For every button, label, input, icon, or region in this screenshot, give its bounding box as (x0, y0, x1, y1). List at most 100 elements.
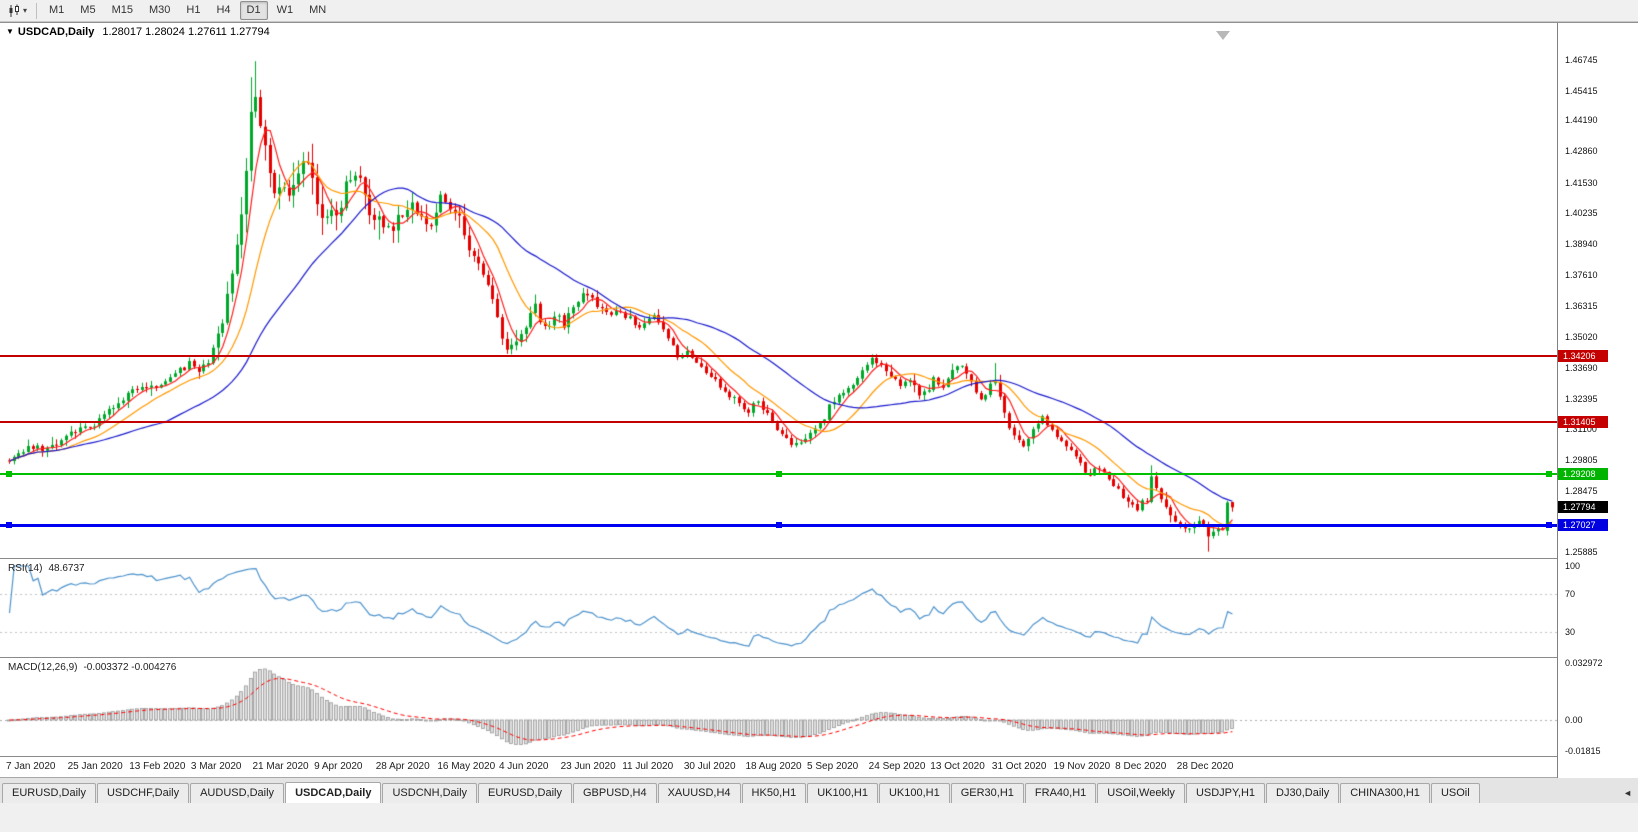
panel-separator[interactable] (0, 657, 1638, 658)
timeframe-button-m5[interactable]: M5 (80, 3, 96, 16)
chart-type-dropdown-caret-icon: ▾ (23, 5, 28, 15)
chart-tab-usoil[interactable]: USOil (1430, 783, 1480, 803)
price-scale-label: 1.32395 (1565, 393, 1598, 404)
price-tag-1.27794: 1.27794 (1558, 501, 1608, 514)
chart-tab-uk100-h1[interactable]: UK100,H1 (807, 783, 878, 803)
chart-tab-uk100-h1[interactable]: UK100,H1 (878, 783, 950, 803)
rsi-indicator-canvas[interactable] (0, 559, 1557, 657)
date-label: 13 Oct 2020 (930, 761, 985, 772)
date-axis[interactable]: 7 Jan 2020 25 Jan 2020 13 Feb 2020 3 Mar 20… (0, 759, 1557, 777)
chart-tab-china300-h1[interactable]: CHINA300,H1 (1340, 783, 1430, 803)
date-label: 9 Apr 2020 (314, 761, 363, 772)
price-scale-label: 1.36315 (1565, 301, 1598, 312)
line-handle[interactable] (6, 522, 12, 529)
panel-separator[interactable] (0, 558, 1638, 559)
chart-title: ▼ USDCAD,Daily 1.28017 1.28024 1.27611 1.2… (6, 26, 270, 38)
timeframe-button-h4[interactable]: H4 (216, 3, 231, 16)
date-label: 8 Dec 2020 (1115, 761, 1167, 772)
price-tag-1.27027: 1.27027 (1558, 519, 1608, 532)
date-label: 28 Dec 2020 (1176, 761, 1234, 772)
timeframe-button-m1[interactable]: M1 (49, 3, 65, 16)
price-chart-canvas[interactable] (0, 43, 1557, 558)
timeframe-button-mn[interactable]: MN (309, 3, 327, 16)
price-scale-label: 1.46745 (1565, 54, 1598, 65)
chart-tab-dj30-daily[interactable]: DJ30,Daily (1266, 783, 1340, 803)
price-scale-label: 1.38940 (1565, 239, 1598, 250)
date-label: 3 Mar 2020 (190, 761, 242, 772)
date-label: 4 Jun 2020 (498, 761, 549, 772)
date-label: 31 Oct 2020 (991, 761, 1047, 772)
macd-indicator-canvas[interactable] (0, 658, 1557, 756)
date-label: 13 Feb 2020 (129, 761, 186, 772)
chart-ohlc-values: 1.28017 1.28024 1.27611 1.27794 (102, 26, 270, 38)
chart-tab-usdjpy-h1[interactable]: USDJPY,H1 (1185, 783, 1266, 803)
chart-tab-fra40-h1[interactable]: FRA40,H1 (1024, 783, 1097, 803)
timeframe-button-m30[interactable]: M30 (148, 3, 171, 16)
chart-symbol-label: USDCAD,Daily (17, 26, 95, 38)
price-scale-label: 1.42860 (1565, 146, 1598, 157)
rsi-scale-label: 100 (1565, 561, 1581, 571)
date-label: 16 May 2020 (437, 761, 496, 772)
chart-tab-xauusd-h4[interactable]: XAUUSD,H4 (657, 783, 741, 803)
timeframe-group: M1 M5 M15 M30 H1 H4 D1 W1 MN (42, 0, 333, 21)
timeframe-button-d1[interactable]: D1 (239, 0, 268, 21)
date-label: 28 Apr 2020 (375, 761, 430, 772)
line-handle[interactable] (776, 522, 782, 529)
chart-window[interactable]: ▼ USDCAD,Daily 1.28017 1.28024 1.27611 1.2… (0, 22, 1638, 778)
rsi-scale-label: 70 (1565, 589, 1576, 600)
price-scale[interactable]: 1.46745 1.45415 1.44190 1.42860 1.41530 1.402… (1557, 23, 1638, 778)
top-toolbar: ▾ M1 M5 M15 M30 H1 H4 D1 W1 MN (0, 0, 1638, 22)
date-label: 21 Mar 2020 (252, 761, 309, 772)
date-label: 18 Aug 2020 (745, 761, 802, 772)
date-label: 7 Jan 2020 (6, 761, 56, 772)
horizontal-line-1.31405[interactable] (0, 421, 1557, 424)
macd-scale-label: 0.032972 (1565, 658, 1603, 669)
chart-tabs-bar: EURUSD,Daily USDCHF,Daily AUDUSD,Daily USDC… (0, 777, 1638, 803)
chart-tab-ger30-h1[interactable]: GER30,H1 (950, 783, 1024, 803)
chart-shift-marker[interactable] (1216, 31, 1230, 40)
rsi-value: 48.6737 (48, 563, 85, 574)
price-scale-label: 1.45415 (1565, 86, 1598, 97)
panel-separator[interactable] (0, 756, 1638, 757)
chart-tab-usoil-weekly[interactable]: USOil,Weekly (1097, 783, 1185, 803)
timeframe-button-w1[interactable]: W1 (276, 3, 294, 16)
macd-scale-label: -0.01815 (1565, 746, 1601, 757)
chart-tab-usdcad-daily[interactable]: USDCAD,Daily (285, 782, 382, 803)
macd-scale-label: 0.00 (1565, 715, 1583, 725)
line-handle[interactable] (1546, 522, 1552, 529)
macd-label: MACD(12,26,9) -0.003372 -0.004276 (8, 662, 176, 673)
chart-tab-eurusd-daily[interactable]: EURUSD,Daily (478, 783, 572, 803)
date-label: 30 Jul 2020 (683, 761, 736, 772)
line-handle[interactable] (776, 470, 782, 477)
price-scale-label: 1.31100 (1565, 424, 1597, 435)
date-label: 25 Jan 2020 (67, 761, 123, 772)
date-label: 11 Jul 2020 (622, 761, 674, 772)
date-label: 5 Sep 2020 (807, 761, 859, 772)
scroll-left-icon[interactable]: ◄ (1623, 788, 1632, 798)
chart-tab-gbpusd-h4[interactable]: GBPUSD,H4 (573, 783, 657, 803)
line-handle[interactable] (1546, 470, 1552, 477)
chart-type-candlestick-button[interactable]: ▾ (4, 2, 31, 20)
chart-tab-usdcnh-daily[interactable]: USDCNH,Daily (382, 783, 478, 803)
date-label: 19 Nov 2020 (1053, 761, 1111, 772)
chart-tab-usdchf-daily[interactable]: USDCHF,Daily (96, 783, 190, 803)
price-scale-label: 1.35020 (1565, 331, 1598, 342)
toolbar-separator (36, 2, 38, 19)
price-tag-1.34206: 1.34206 (1558, 349, 1608, 362)
line-handle[interactable] (6, 470, 12, 477)
timeframe-button-h1[interactable]: H1 (186, 3, 201, 16)
chart-tab-hk50-h1[interactable]: HK50,H1 (741, 783, 807, 803)
timeframe-button-m15[interactable]: M15 (111, 3, 133, 16)
horizontal-line-1.34206[interactable] (0, 354, 1557, 357)
chart-tab-eurusd-daily[interactable]: EURUSD,Daily (2, 783, 96, 803)
chart-tab-audusd-daily[interactable]: AUDUSD,Daily (190, 783, 285, 803)
rsi-label: RSI(14) 48.6737 (8, 563, 85, 574)
rsi-name: RSI(14) (8, 563, 43, 574)
chart-tabs: EURUSD,Daily USDCHF,Daily AUDUSD,Daily USDC… (2, 782, 1481, 803)
chart-expand-icon[interactable]: ▼ (6, 27, 14, 36)
price-scale-label: 1.41530 (1565, 177, 1598, 188)
status-area (0, 803, 1638, 832)
price-scale-label: 1.28475 (1565, 486, 1598, 497)
price-tag-1.31405: 1.31405 (1558, 416, 1608, 429)
